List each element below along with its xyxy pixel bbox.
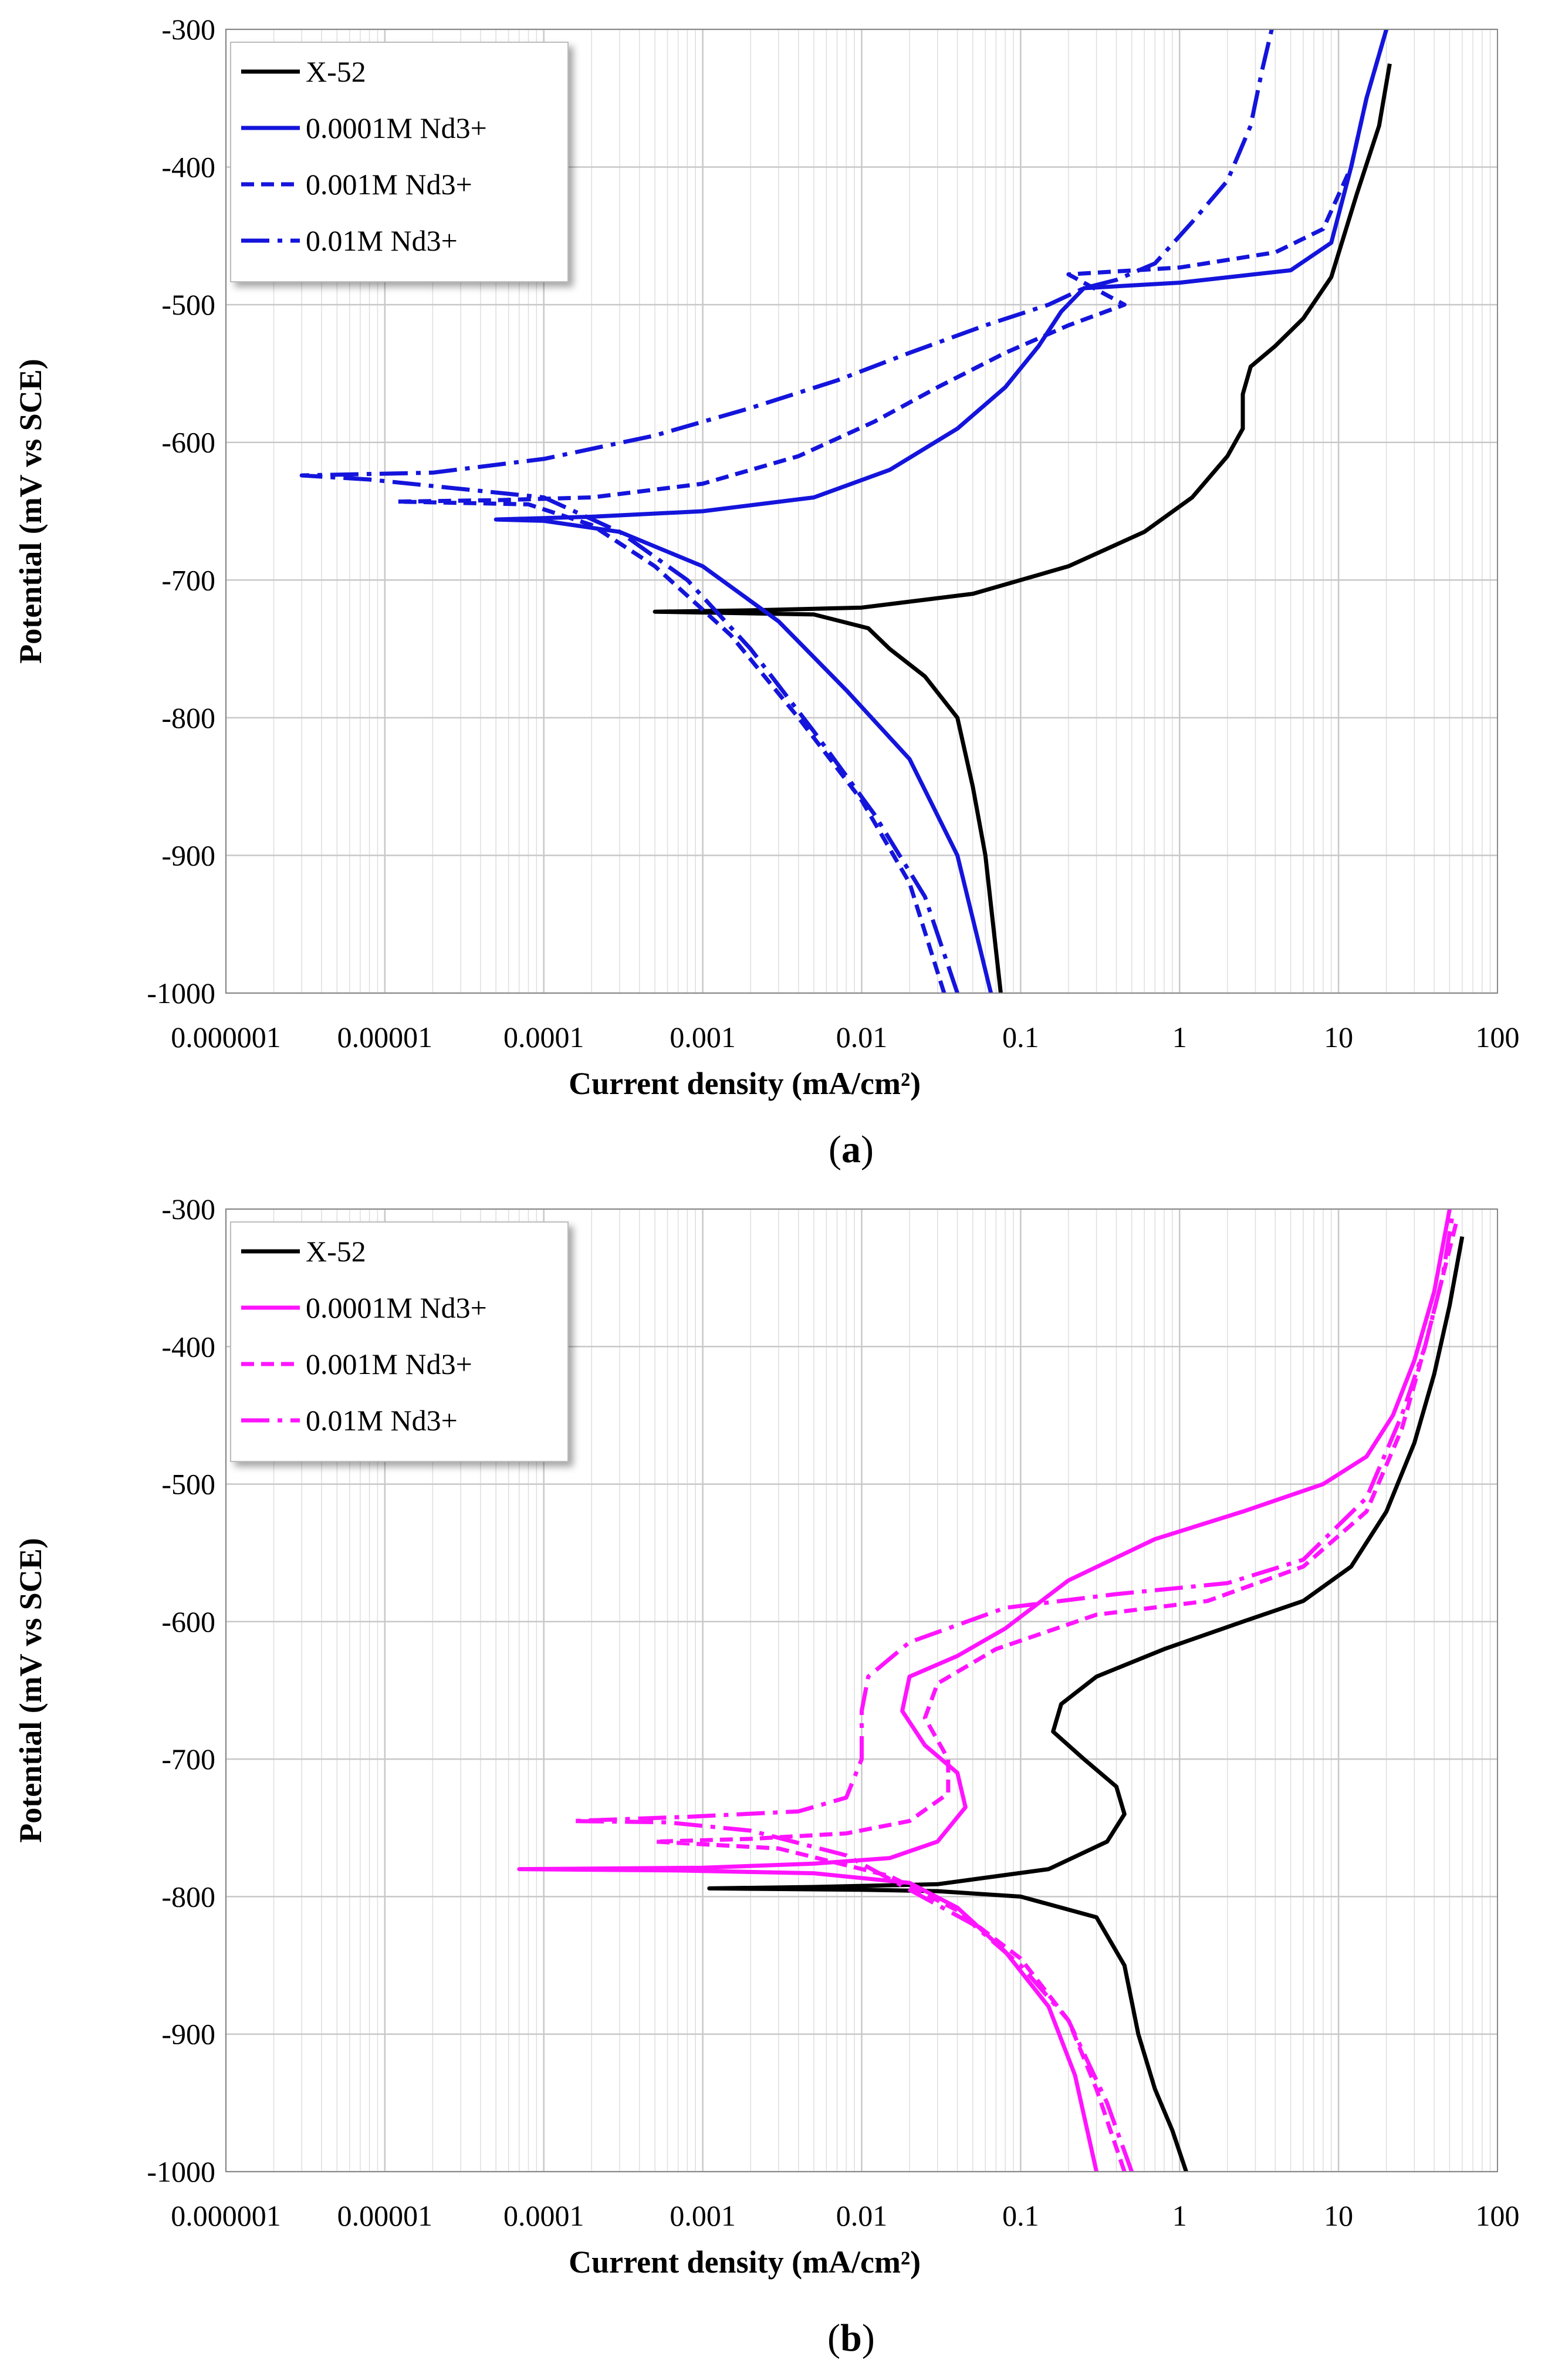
y-tick-label: -900 [161,2018,215,2051]
y-tick-label: -800 [161,1880,215,1913]
y-tick-label: -400 [161,1330,215,1363]
x-tick-label: 0.0001 [503,2199,584,2232]
x-tick-label: 10 [1324,1021,1353,1054]
y-tick-label: -600 [161,1605,215,1638]
legend-entry: 0.01M Nd3+ [306,1404,458,1437]
panel-a: 0.000001 0.00001 0.0001 0.001 0.01 0.1 1 10 100 … [13,13,1520,1171]
y-tick-labels-b: -300 -400 -500 -600 -700 -800 -900 -1000 [147,1193,215,2188]
y-tick-label: -500 [161,288,215,321]
legend-entry: X-52 [306,1235,366,1268]
y-tick-label: -700 [161,563,215,596]
series-line-0-001m-nd3- [653,1222,1459,2173]
x-tick-label: 0.000001 [171,1021,281,1054]
series-line-0-0001m-nd3- [517,1208,1452,2172]
x-tick-labels-a: 0.000001 0.00001 0.0001 0.001 0.01 0.1 1 10 100 [171,1021,1519,1054]
legend-entry: X-52 [306,55,366,88]
series-a [299,29,1392,994]
y-axis-label-a: Potential (mV vs SCE) [13,359,48,664]
x-axis-label-b: Current density (mA/cm²) [569,2244,921,2280]
y-tick-label: -1000 [147,977,215,1010]
panel-caption-b: (b) [827,2317,875,2359]
x-tick-label: 10 [1324,2199,1353,2232]
legend-a: X-52 0.0001M Nd3+ 0.001M Nd3+ 0.01M Nd3+ [230,42,569,282]
series-line-0-0001m-nd3- [493,29,1389,994]
x-tick-label: 0.01 [836,1021,888,1054]
legend-box [230,42,569,282]
y-tick-labels-a: -300 -400 -500 -600 -700 -800 -900 -1000 [147,13,215,1010]
x-tick-label: 1 [1172,1021,1187,1054]
y-tick-label: -900 [161,839,215,872]
plot-frame-a [225,29,1498,994]
y-tick-label: -300 [161,13,215,46]
panel-b: 0.000001 0.00001 0.0001 0.001 0.01 0.1 1 10 100 … [13,1193,1520,2359]
x-tick-label: 0.01 [836,2199,888,2232]
x-tick-label: 0.0001 [503,1021,584,1054]
y-tick-label: -600 [161,426,215,459]
x-tick-label: 0.000001 [171,2199,281,2232]
x-tick-label: 100 [1476,2199,1520,2232]
y-tick-label: -400 [161,151,215,184]
x-tick-label: 0.001 [670,1021,736,1054]
legend-box [230,1221,569,1462]
y-tick-label: -300 [161,1193,215,1226]
series-line-0-001m-nd3- [395,29,1389,994]
series-line-x-52 [653,63,1392,994]
y-tick-label: -700 [161,1743,215,1775]
y-tick-label: -800 [161,701,215,734]
legend-entry: 0.001M Nd3+ [306,168,472,201]
series-line-0-01m-nd3- [569,1216,1455,2173]
x-tick-label: 100 [1476,1021,1520,1054]
x-tick-label: 0.00001 [337,1021,433,1054]
y-tick-label: -1000 [147,2155,215,2188]
x-tick-labels-b: 0.000001 0.00001 0.0001 0.001 0.01 0.1 1 10 100 [171,2199,1519,2232]
series-line-0-01m-nd3- [299,29,1274,994]
legend-entry: 0.0001M Nd3+ [306,112,487,144]
legend-entry: 0.001M Nd3+ [306,1348,472,1380]
x-axis-label-a: Current density (mA/cm²) [569,1066,921,1101]
x-tick-label: 0.1 [1002,1021,1039,1054]
plot-frame-b [225,1208,1498,2172]
y-tick-label: -500 [161,1468,215,1501]
legend-entry: 0.01M Nd3+ [306,224,458,257]
x-tick-label: 1 [1172,2199,1187,2232]
legend-b: X-52 0.0001M Nd3+ 0.001M Nd3+ 0.01M Nd3+ [230,1221,569,1462]
legend-entry: 0.0001M Nd3+ [306,1291,487,1324]
y-axis-label-b: Potential (mV vs SCE) [13,1538,48,1843]
panel-caption-a: (a) [829,1128,874,1171]
x-tick-label: 0.1 [1002,2199,1039,2232]
series-line-x-52 [707,1236,1465,2173]
series-b [517,1208,1465,2173]
x-tick-label: 0.00001 [337,2199,433,2232]
x-tick-label: 0.001 [670,2199,736,2232]
